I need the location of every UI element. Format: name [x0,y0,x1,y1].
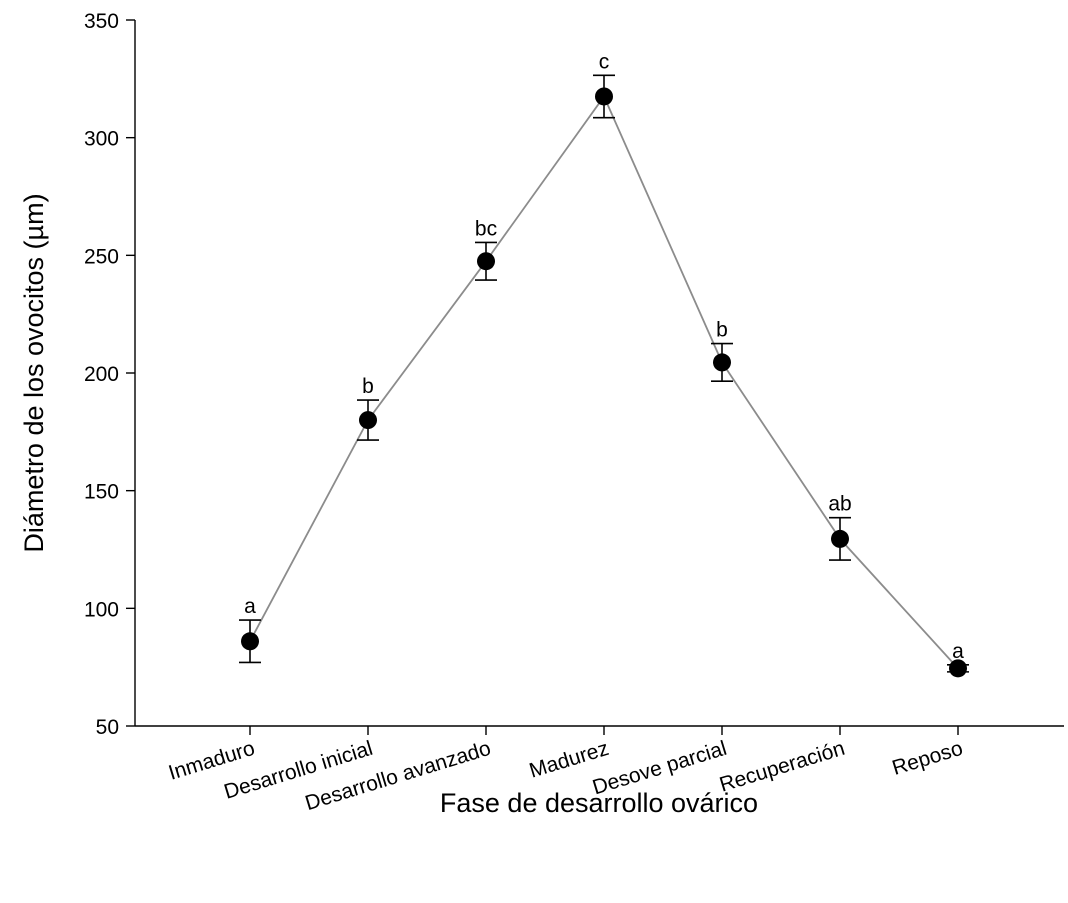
y-tick-label: 300 [84,128,119,151]
significance-label: ab [828,493,851,516]
error-bars [239,74,969,673]
x-axis-title: Fase de desarrollo ovárico [440,788,758,818]
significance-label: c [599,50,610,73]
y-tick-label: 50 [96,716,119,739]
data-point [595,87,613,106]
x-tick-label: Reposo [890,737,966,780]
significance-label: a [952,640,964,663]
significance-label: b [362,375,374,398]
y-tick-label: 150 [84,481,119,504]
y-tick-label: 100 [84,598,119,621]
y-axis-ticks: 50 100 150 200 250 300 350 [84,10,135,739]
significance-label: bc [475,217,497,240]
data-point [713,353,731,372]
significance-label: b [716,319,728,342]
data-point [477,252,495,271]
y-tick-label: 350 [84,10,119,33]
significance-label: a [244,595,256,618]
data-point [359,411,377,430]
axes [134,20,1064,727]
y-axis-title: Diámetro de los ovocitos (µm) [19,193,49,552]
series-line [249,94,959,669]
y-tick-label: 250 [84,245,119,268]
y-tick-label: 200 [84,363,119,386]
data-point [241,632,259,651]
data-point [949,659,967,678]
data-points [241,87,967,678]
series-line-group [249,94,959,669]
data-point [831,529,849,548]
